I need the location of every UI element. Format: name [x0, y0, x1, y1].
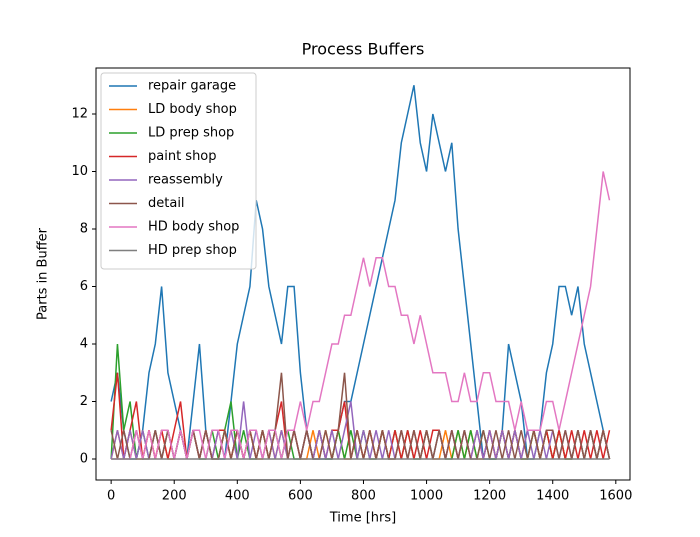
x-tick-label: 200 [162, 489, 187, 504]
legend-label: reassembly [148, 173, 223, 188]
y-axis-label: Parts in Buffer [36, 227, 51, 320]
legend-label: paint shop [148, 149, 217, 164]
legend-label: HD body shop [148, 220, 239, 235]
y-tick-label: 4 [80, 337, 88, 352]
y-tick-label: 8 [80, 222, 88, 237]
legend-label: repair garage [148, 79, 236, 94]
x-axis-label: Time [hrs] [329, 511, 396, 526]
x-tick-label: 1400 [536, 489, 569, 504]
chart-title: Process Buffers [302, 40, 425, 59]
legend-label: LD body shop [148, 102, 237, 117]
y-tick-label: 0 [80, 452, 88, 467]
x-tick-label: 1000 [410, 489, 443, 504]
legend-box [100, 72, 257, 270]
x-tick-label: 1200 [473, 489, 506, 504]
y-tick-label: 6 [80, 279, 88, 294]
y-tick-label: 10 [71, 164, 88, 179]
series-line [110, 85, 611, 460]
y-tick-label: 2 [80, 394, 88, 409]
x-tick-label: 600 [288, 489, 313, 504]
x-tick-label: 400 [225, 489, 250, 504]
x-tick-label: 1600 [599, 489, 632, 504]
legend-label: HD prep shop [148, 243, 237, 258]
legend-label: detail [148, 196, 185, 211]
series-line [111, 171, 611, 460]
legend-label: LD prep shop [148, 126, 234, 141]
x-tick-label: 0 [107, 489, 115, 504]
series-line [110, 372, 611, 460]
plot-frame [95, 67, 631, 481]
y-tick-label: 12 [71, 107, 88, 122]
x-tick-label: 800 [351, 489, 376, 504]
